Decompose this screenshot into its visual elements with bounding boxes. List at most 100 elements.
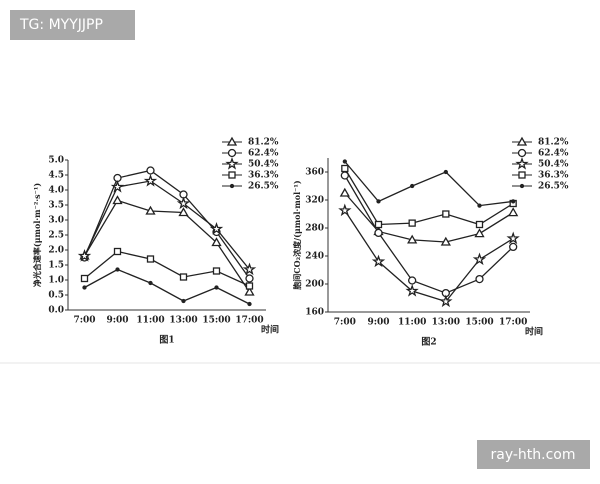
marker — [145, 205, 156, 215]
marker — [146, 255, 155, 263]
legend-label: 36.3% — [248, 171, 279, 181]
series-line — [84, 268, 250, 305]
watermark: TG: MYYJJPP — [19, 17, 103, 33]
legend-label: 81.2% — [538, 138, 569, 148]
x-tick-label: 13:00 — [432, 318, 460, 328]
legend-marker — [518, 171, 526, 179]
marker — [245, 274, 254, 283]
y-axis-title: 胞间CO₂浓度/(μmol·mol⁻¹) — [292, 180, 302, 291]
x-axis-title: 时间 — [261, 324, 279, 336]
series-line — [83, 169, 251, 279]
marker — [80, 274, 89, 283]
series-line — [83, 180, 251, 270]
marker — [245, 282, 254, 290]
legend-label: 50.4% — [248, 160, 279, 170]
y-tick-label: 200 — [305, 280, 324, 290]
y-axis-title: 净光合速率(μmol·m⁻²·s⁻¹) — [32, 183, 42, 287]
marker — [376, 199, 381, 204]
marker — [211, 237, 222, 247]
marker — [509, 242, 518, 252]
marker — [339, 187, 350, 197]
y-tick-label: 2.0 — [48, 246, 64, 256]
marker — [143, 174, 158, 187]
y-tick-label: 0.0 — [48, 306, 64, 316]
x-tick-label: 11:00 — [136, 316, 164, 326]
legend-marker — [519, 183, 525, 189]
marker — [110, 180, 125, 193]
y-tick-label: 3.5 — [48, 201, 64, 211]
marker — [82, 285, 87, 290]
legend-label: 50.4% — [538, 160, 569, 170]
watermark-box — [10, 10, 135, 40]
legend-label: 26.5% — [248, 182, 279, 192]
marker — [148, 280, 153, 286]
legend-marker — [517, 148, 527, 158]
y-tick-label: 2.5 — [48, 231, 64, 241]
marker — [176, 196, 191, 210]
series-line — [83, 199, 251, 293]
marker — [508, 207, 519, 217]
marker — [77, 249, 92, 262]
legend-marker — [226, 136, 238, 146]
marker — [475, 274, 484, 284]
marker — [374, 220, 383, 229]
x-tick-label: 11:00 — [398, 318, 426, 328]
marker — [112, 195, 123, 205]
marker — [178, 207, 189, 217]
marker — [407, 234, 418, 244]
y-tick-label: 1.0 — [48, 276, 64, 286]
marker — [474, 228, 485, 238]
marker — [511, 199, 516, 204]
marker — [405, 283, 419, 297]
legend-label: 62.4% — [538, 149, 569, 159]
legend-label: 81.2% — [248, 138, 279, 148]
y-tick-label: 1.5 — [48, 261, 64, 271]
marker — [442, 210, 450, 218]
legend-marker — [229, 183, 235, 189]
marker — [113, 247, 122, 256]
marker — [338, 203, 352, 217]
marker — [214, 285, 219, 290]
x-tick-label: 17:00 — [235, 316, 263, 326]
series-line — [344, 175, 514, 294]
legend-marker — [225, 157, 239, 170]
series-line — [344, 168, 514, 226]
legend-marker — [227, 148, 237, 158]
marker — [408, 219, 416, 227]
y-tick-label: 360 — [305, 168, 324, 178]
marker — [477, 203, 482, 208]
marker — [146, 166, 155, 175]
marker — [115, 267, 120, 272]
marker — [475, 220, 484, 229]
marker — [342, 159, 347, 164]
marker — [247, 301, 252, 307]
legend-marker — [516, 136, 528, 146]
legend-label: 36.3% — [538, 171, 569, 181]
marker — [244, 286, 255, 296]
y-tick-label: 280 — [305, 224, 324, 234]
y-tick-label: 320 — [305, 196, 324, 206]
legend-label: 62.4% — [248, 149, 279, 159]
marker — [506, 231, 520, 245]
y-tick-label: 4.0 — [48, 186, 64, 196]
y-tick-label: 3.0 — [48, 216, 64, 226]
x-tick-label: 15:00 — [465, 318, 493, 328]
marker — [179, 273, 188, 281]
watermark: ray-hth.com — [490, 447, 575, 463]
x-tick-label: 7:00 — [73, 316, 95, 326]
marker — [443, 169, 448, 175]
series-line — [344, 161, 514, 207]
marker — [209, 222, 224, 235]
x-tick-label: 9:00 — [106, 316, 128, 326]
marker — [408, 276, 417, 285]
x-axis-title: 时间 — [525, 326, 543, 338]
x-tick-label: 13:00 — [169, 316, 197, 326]
marker — [242, 262, 257, 276]
series-line — [84, 250, 250, 287]
marker — [371, 254, 386, 268]
series-line — [344, 210, 514, 303]
y-tick-label: 5.0 — [48, 156, 64, 166]
y-tick-label: 240 — [305, 252, 324, 262]
marker — [374, 228, 383, 238]
